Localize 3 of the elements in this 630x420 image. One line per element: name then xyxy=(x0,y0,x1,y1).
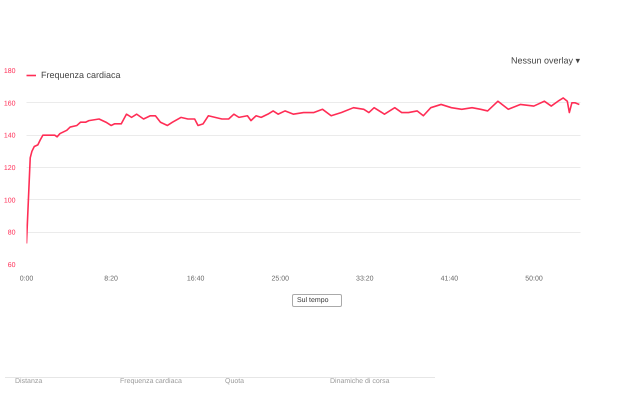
line-series xyxy=(26,97,580,244)
text: Nessun overlay ▾ xyxy=(510,56,580,66)
legend-label: Frequenza cardiaca xyxy=(41,70,121,80)
